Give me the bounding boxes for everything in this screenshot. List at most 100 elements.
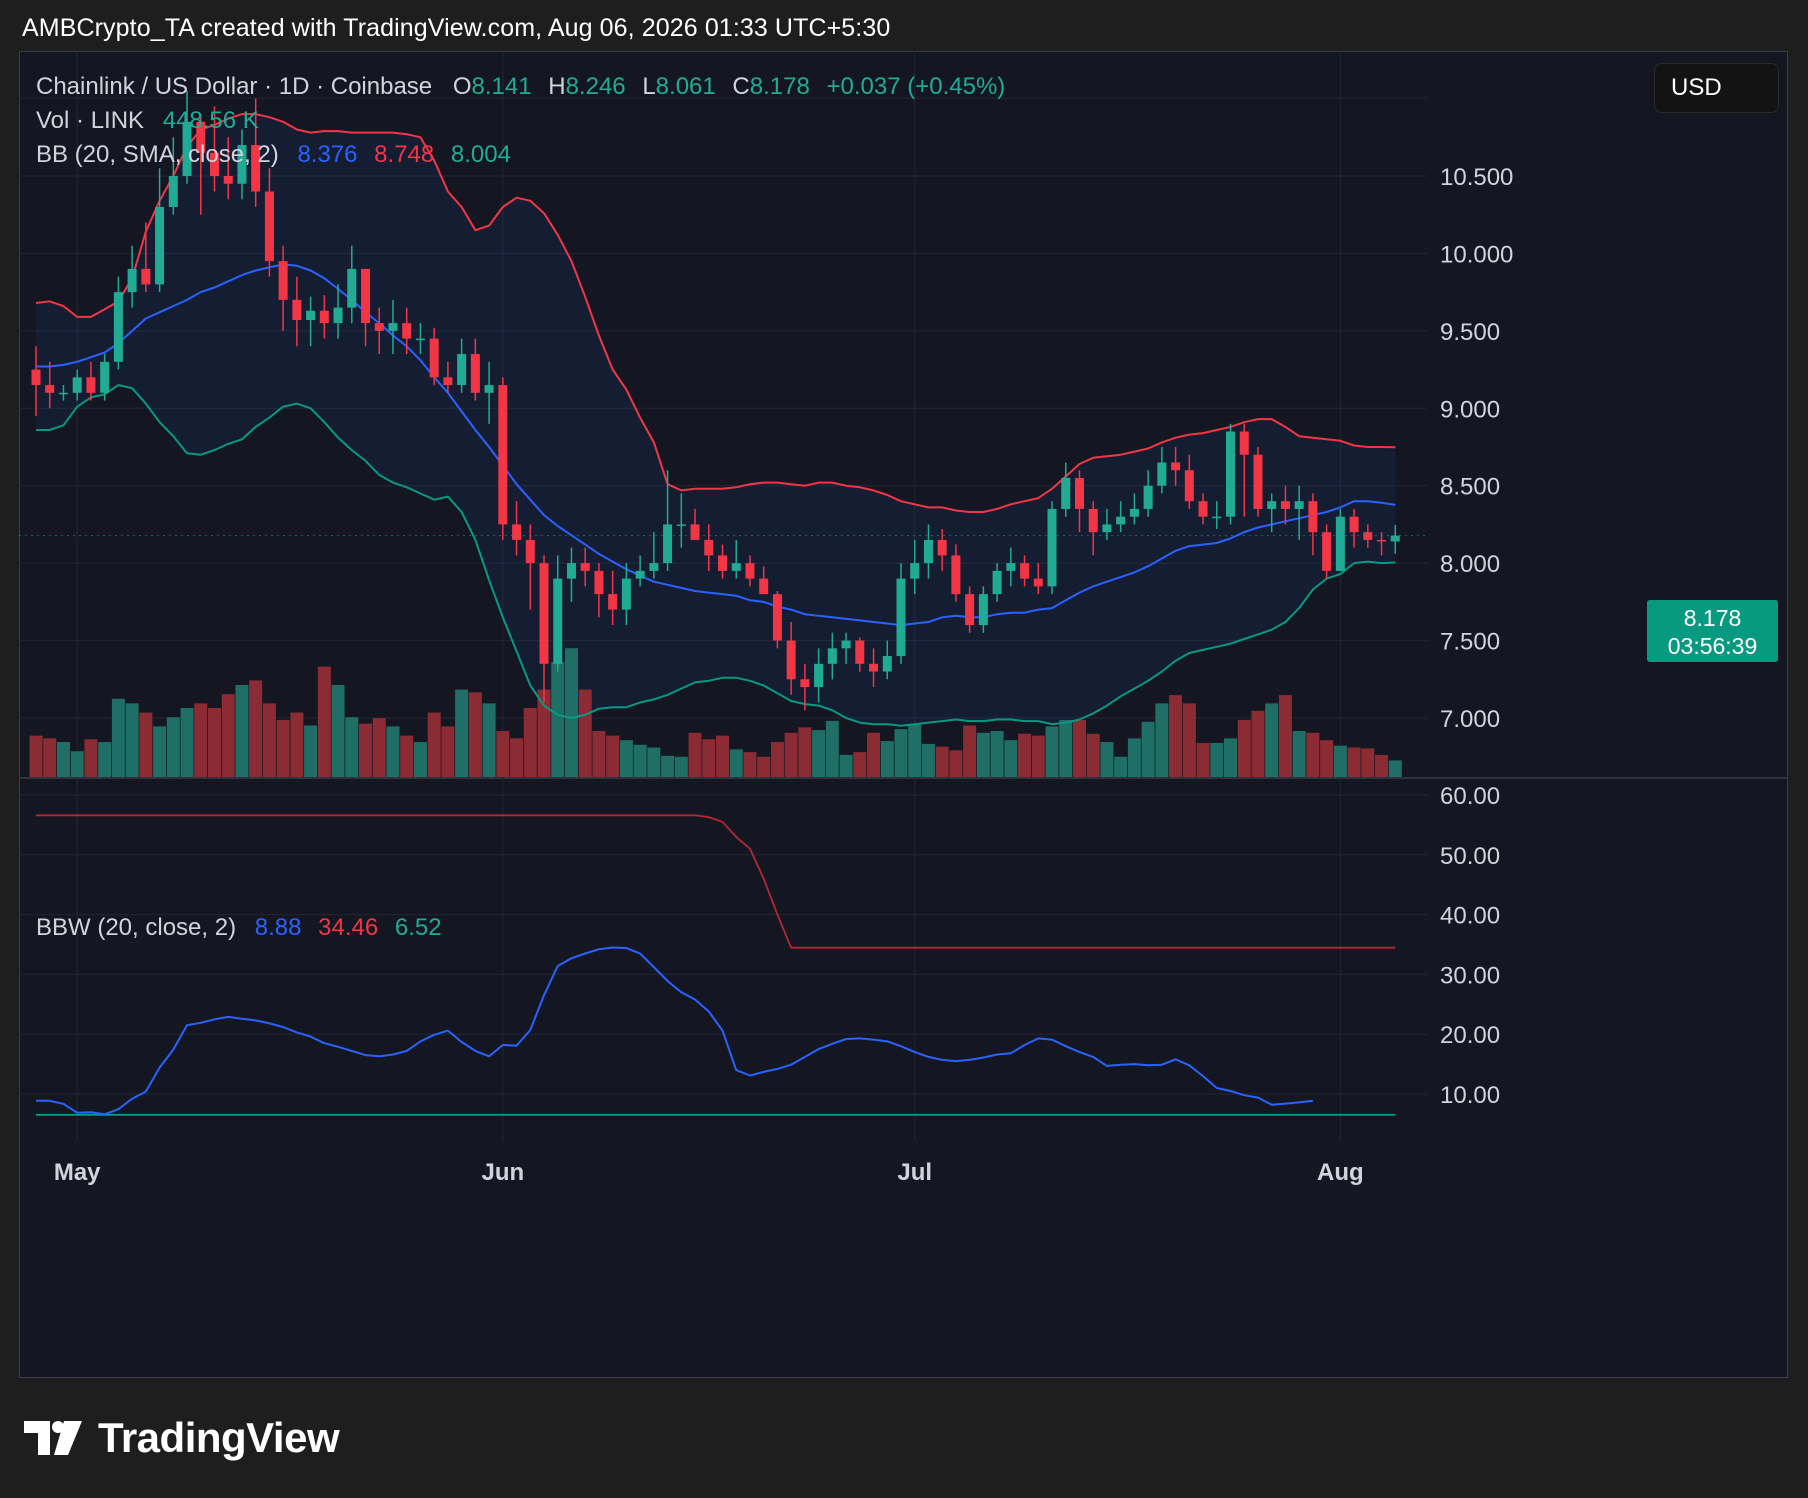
volume-bar [798, 727, 812, 777]
chart-svg[interactable]: 7.000 7.500 8.000 8.500 9.000 9.500 10.000 10.5… [19, 51, 1787, 1377]
candle [1006, 547, 1016, 587]
volume-bar [1182, 703, 1196, 777]
candle [1033, 563, 1043, 595]
volume-bar [867, 732, 881, 777]
candle [484, 361, 494, 424]
volume-bar [386, 726, 400, 777]
candle [141, 222, 151, 293]
candle [594, 563, 604, 618]
candle [292, 276, 302, 347]
candle [1061, 462, 1071, 517]
low-label: L [642, 73, 656, 100]
candle-body [457, 354, 467, 386]
volume-bar [43, 738, 57, 777]
candle-body [278, 261, 288, 300]
candle [745, 555, 755, 587]
candle [649, 532, 659, 579]
volume-bar [56, 742, 70, 777]
candlesticks [19, 90, 1427, 711]
candle-body [237, 145, 247, 184]
volume-bar [729, 749, 743, 777]
candle [923, 524, 933, 579]
candle [429, 327, 439, 386]
symbol-title: Chainlink / US Dollar · 1D · Coinbase [36, 73, 433, 100]
volume-bar [84, 739, 98, 777]
volume-bar [1347, 747, 1361, 777]
price-tick-label: 8.000 [1440, 551, 1500, 578]
volume-bar [949, 750, 963, 777]
candle [676, 493, 686, 548]
volume-bars [29, 648, 1402, 777]
volume-bar [825, 720, 839, 777]
candle [86, 361, 96, 401]
candle-body [539, 563, 549, 664]
candle [1280, 485, 1290, 525]
candle [347, 245, 357, 324]
volume-bar [1361, 748, 1375, 777]
candle-body [292, 299, 302, 321]
time-tick-label: Jun [481, 1159, 524, 1186]
volume-bar [207, 708, 221, 777]
candle-body [31, 369, 41, 386]
candle [772, 591, 782, 649]
volume-bar [564, 648, 578, 777]
high-value: 8.246 [565, 73, 626, 100]
bb-lower-line [36, 384, 1396, 727]
candle [951, 544, 961, 602]
volume-bar [194, 703, 208, 777]
volume-bar [29, 735, 43, 777]
candle [1363, 524, 1373, 548]
candle [374, 307, 384, 355]
candle-body [745, 563, 755, 579]
bb-basis-line [36, 263, 1396, 627]
candle-body [1102, 524, 1112, 533]
volume-bar [153, 726, 167, 777]
candle [910, 539, 920, 595]
candle [443, 361, 453, 393]
bbw-highest-line [36, 814, 1396, 949]
tradingview-logo[interactable]: TradingView [24, 1414, 340, 1462]
bar-countdown: 03:56:39 [1667, 633, 1758, 659]
volume-bar [963, 725, 977, 777]
candle-body [1033, 578, 1043, 587]
candle-body [1390, 535, 1400, 542]
volume-bar [976, 732, 990, 777]
currency-button[interactable]: USD [1654, 63, 1779, 113]
candle-body [127, 268, 137, 293]
candle [1267, 493, 1277, 533]
volume-bar [908, 724, 922, 777]
candle-body [429, 338, 439, 378]
candle-body [1308, 501, 1318, 533]
candle-body [251, 145, 261, 192]
candle [690, 508, 700, 540]
close-label: C [732, 73, 750, 100]
volume-bar [537, 689, 551, 777]
volume-bar [578, 689, 592, 777]
volume-bar [633, 744, 647, 777]
bbw-lines [35, 814, 1396, 1116]
candle [855, 637, 865, 672]
candle-body [1116, 516, 1126, 525]
candle-body [1143, 485, 1153, 509]
candle-body [306, 310, 316, 321]
volume-bar [1045, 726, 1059, 777]
volume-bar [482, 703, 496, 777]
candle [127, 245, 137, 308]
candle-body [814, 663, 824, 688]
candle [402, 307, 412, 355]
bbw-tick-label: 40.00 [1440, 903, 1500, 930]
candle [306, 296, 316, 347]
candle-body [86, 377, 96, 393]
volume-bar [331, 685, 345, 777]
candle-body [800, 679, 810, 688]
candle [1349, 508, 1359, 548]
price-tick-label: 9.500 [1440, 319, 1500, 346]
candle [333, 284, 343, 339]
bbw-legend: BBW (20, close, 2) 8.88 34.46 6.52 [36, 914, 442, 942]
candle [457, 338, 467, 393]
candle [361, 268, 371, 347]
candle-body [704, 539, 714, 556]
last-price-badge: 8.178 03:56:39 [1647, 600, 1778, 662]
candle [1335, 508, 1345, 571]
high-label: H [548, 73, 566, 100]
